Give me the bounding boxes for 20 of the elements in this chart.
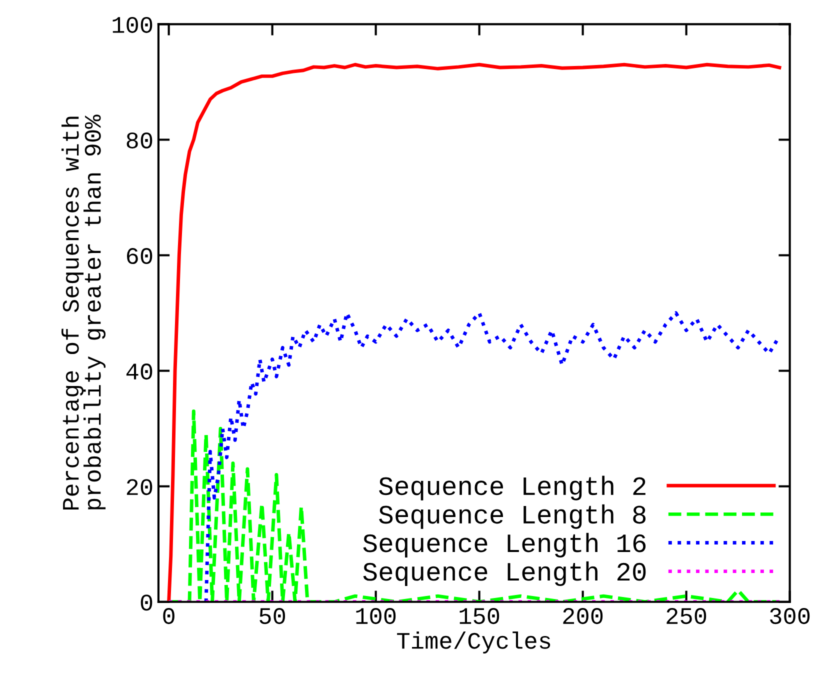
x-tick-label: 50 — [260, 608, 286, 624]
y-tick-label: 20 — [126, 479, 152, 496]
x-tick-label: 0 — [163, 608, 174, 624]
x-axis-title: Time/Cycles — [397, 632, 550, 654]
y-tick-label: 40 — [126, 364, 152, 380]
x-tick-label: 200 — [563, 608, 603, 624]
legend-label: Sequence Length 16 — [363, 532, 646, 558]
y-tick-label: 60 — [127, 248, 152, 264]
line-series — [167, 62, 782, 602]
y-tick-label: 0 — [140, 594, 152, 611]
x-tick-label: 150 — [460, 608, 500, 624]
legend-label: Sequence Length 2 — [379, 476, 646, 500]
y-tick-label: 100 — [112, 16, 152, 33]
legend-label: Sequence Length 8 — [379, 504, 646, 529]
x-tick-label: 300 — [770, 608, 810, 624]
x-tick-label: 100 — [356, 608, 396, 624]
legend-label: Sequence Length 20 — [363, 561, 646, 586]
y-tick-label: 80 — [126, 132, 152, 149]
y-axis-title: Percentage of Sequences with probability greater than 90% — [62, 114, 106, 510]
x-tick-label: 250 — [666, 608, 706, 624]
